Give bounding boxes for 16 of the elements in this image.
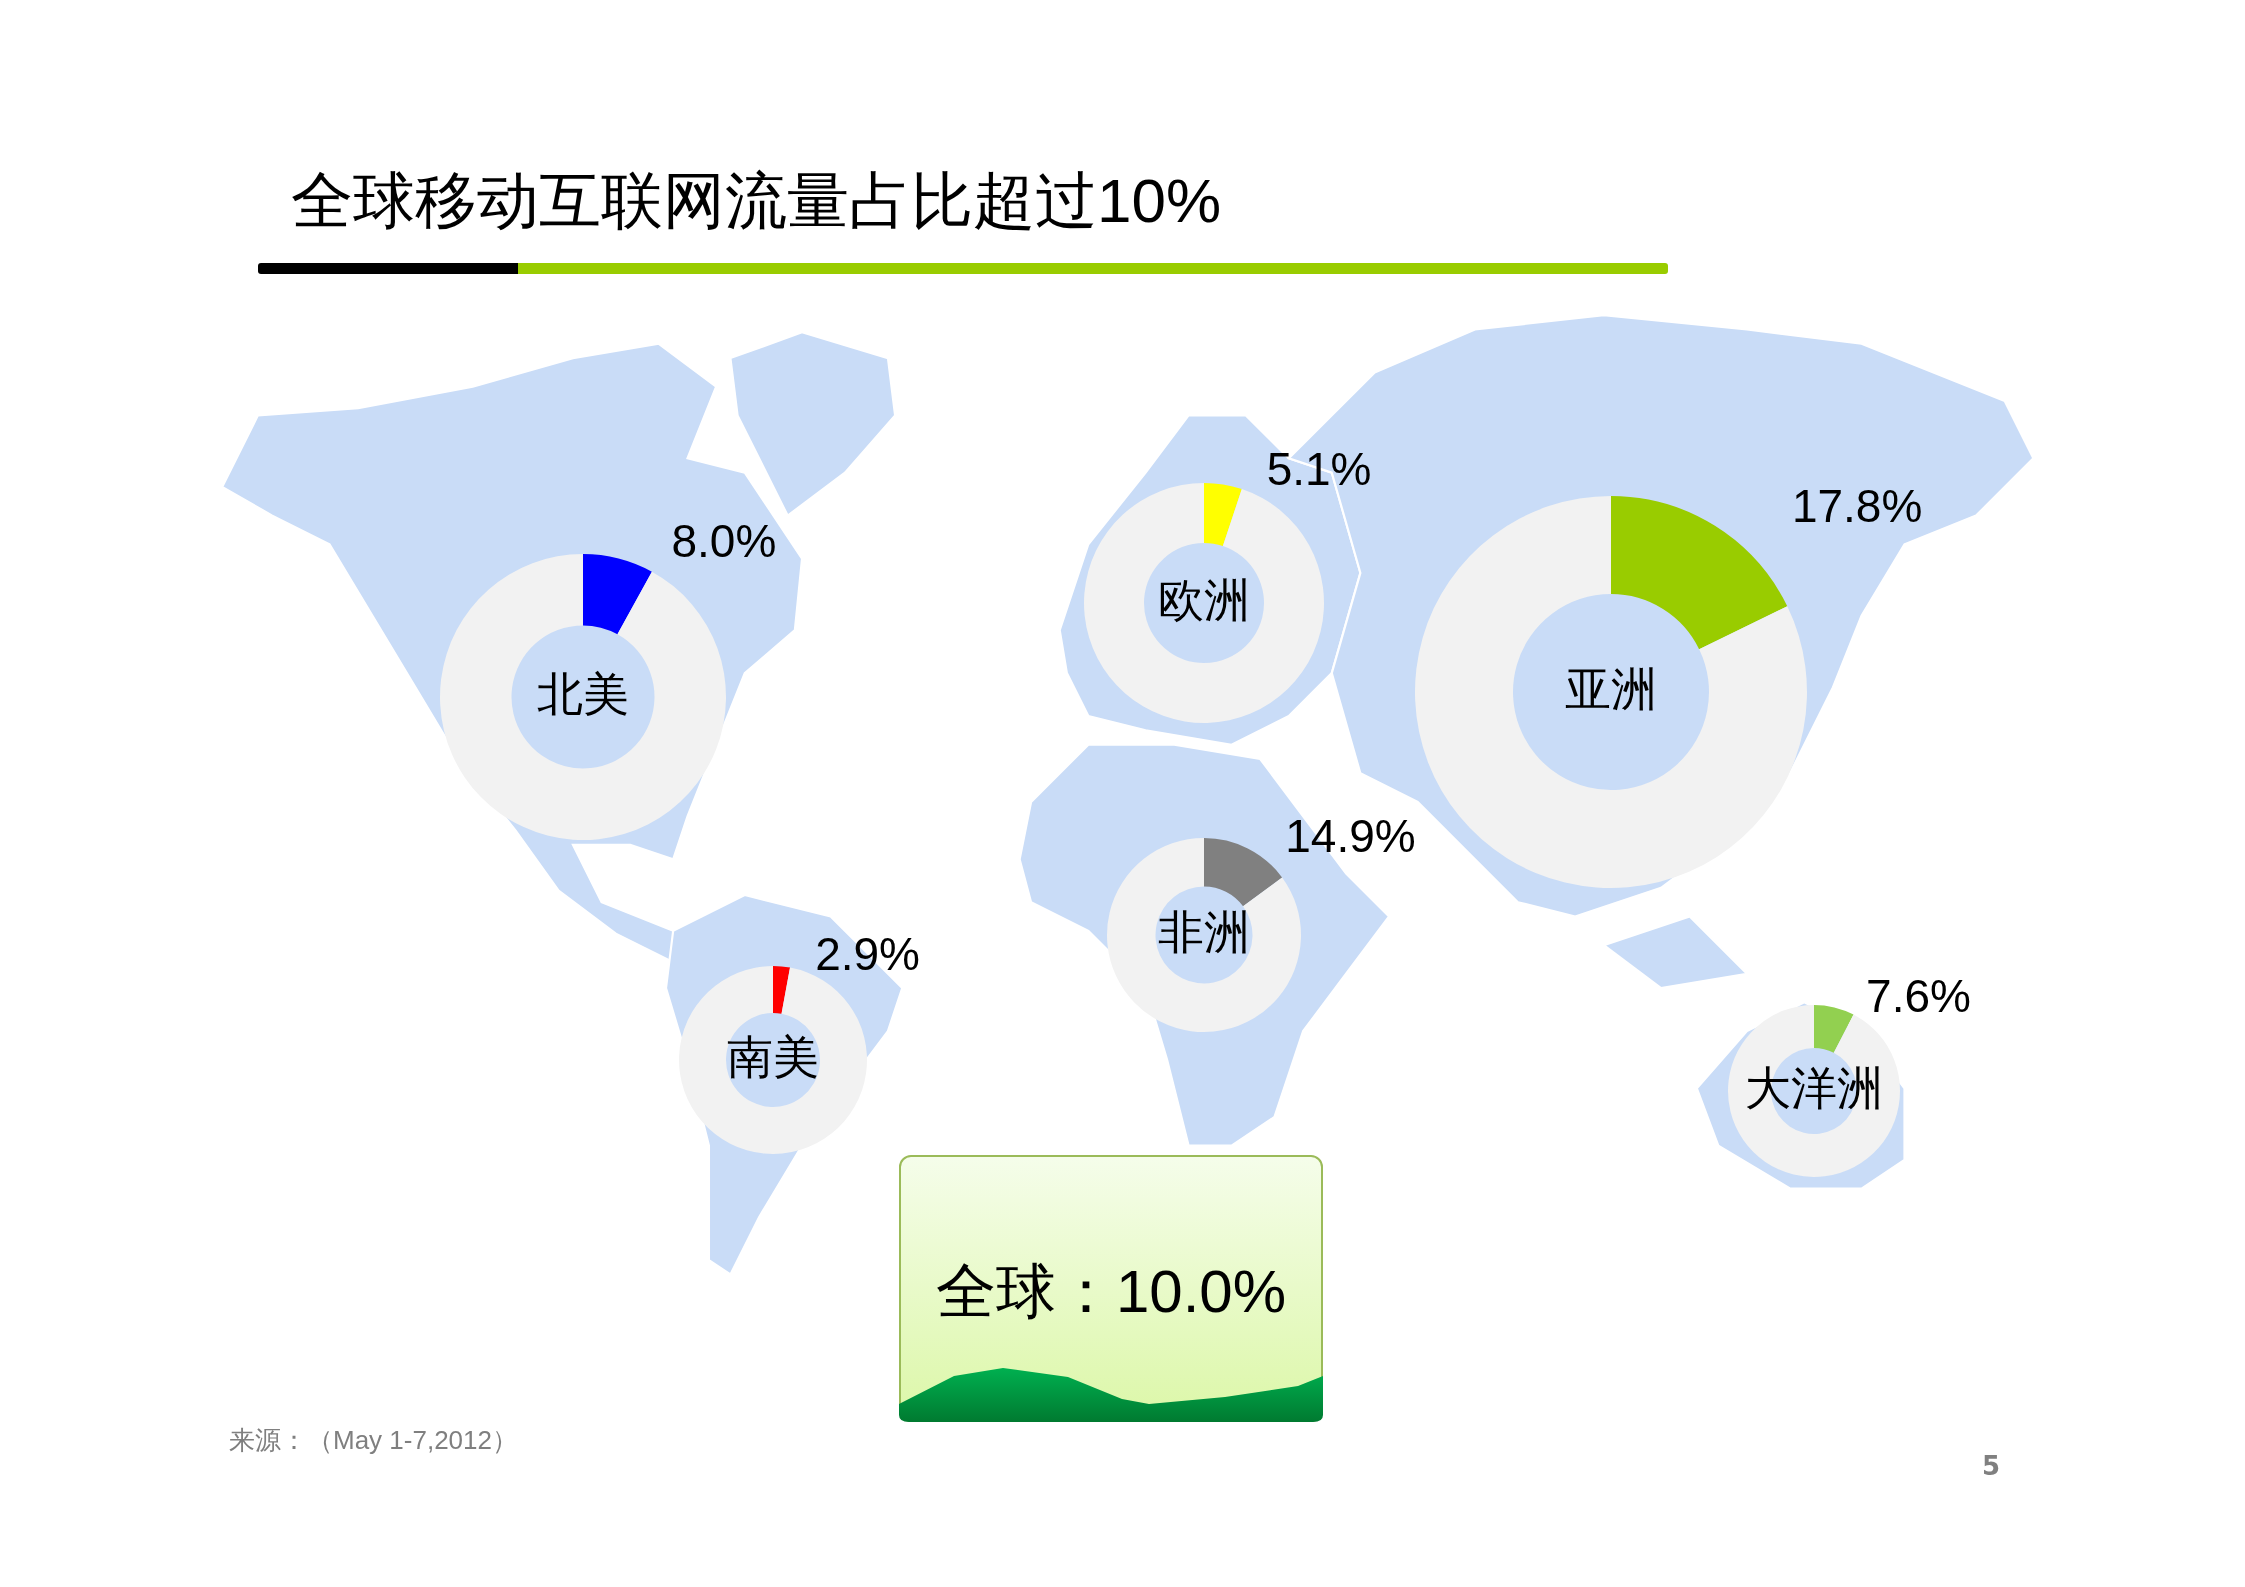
data-label: 17.8% [1791,479,1923,532]
text: 全球：10.0% [934,1257,1288,1327]
text: 北美 [537,667,629,720]
text: 非洲 [1158,905,1250,958]
data-label: 2.9% [815,927,920,980]
data-label: 5.1% [1266,443,1372,496]
data-label: 7.6% [1866,969,1971,1022]
data-label: 8.0% [671,515,777,568]
text: 全球移动互联网流量占比超过10% [291,165,1222,237]
text: 5 [1982,1450,2001,1482]
text: 南美 [727,1030,819,1083]
data-label: 14.9% [1285,810,1416,863]
text: 亚洲 [1565,662,1657,715]
text: 大洋洲 [1745,1061,1883,1114]
source-note: 来源：（May 1-7,2012） [229,1424,518,1456]
text: 欧洲 [1158,573,1250,626]
